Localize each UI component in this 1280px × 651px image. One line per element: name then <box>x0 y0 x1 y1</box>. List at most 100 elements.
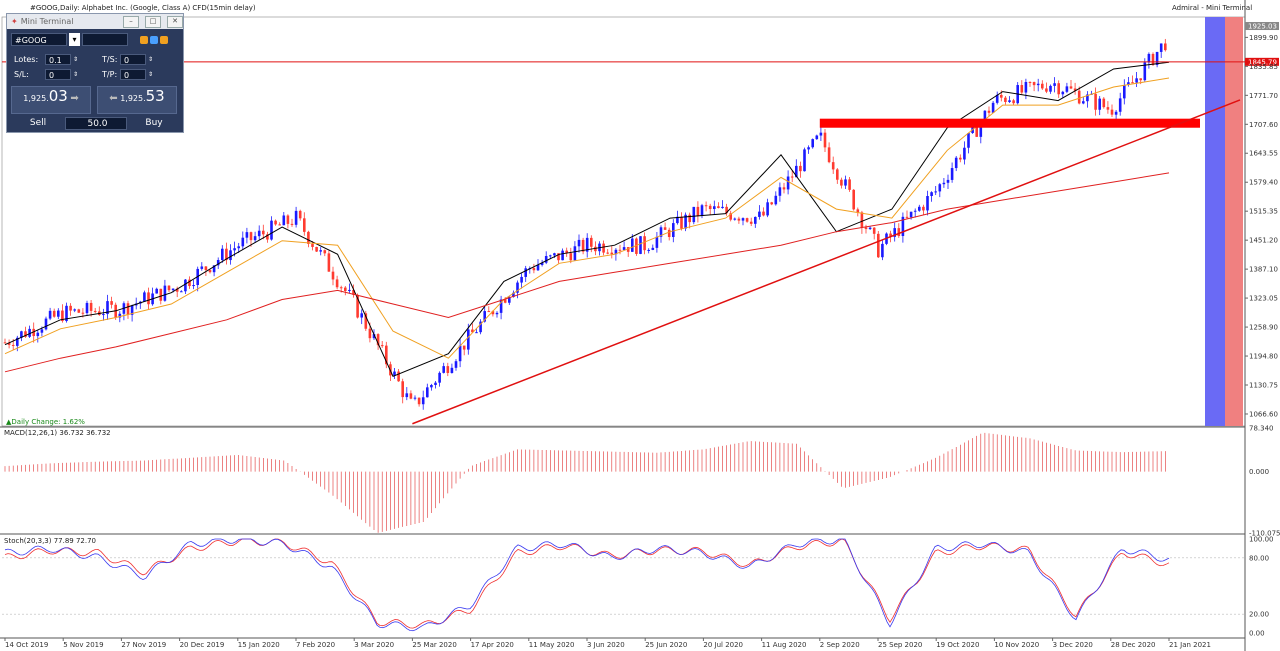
stoch-main-line <box>4 538 1170 632</box>
candle-body <box>221 248 224 261</box>
candle-body <box>659 227 663 237</box>
resistance-zone <box>819 118 1200 128</box>
mini-terminal[interactable]: ✦ Mini Terminal – □ ✕ #GOOG ▾ Lotes: 0.1… <box>6 13 184 133</box>
candle-body <box>467 329 470 350</box>
date-tick-label: 11 May 2020 <box>529 641 575 649</box>
candle-body <box>540 262 544 265</box>
current-price-tag <box>1245 22 1279 31</box>
lots-input[interactable]: 0.1 <box>45 54 71 65</box>
tp-stepper-icon[interactable]: ⇕ <box>148 71 154 78</box>
lots-stepper-icon[interactable]: ⇕ <box>73 56 79 63</box>
buy-button[interactable]: Buy <box>145 118 163 128</box>
candle-body <box>1032 82 1036 86</box>
tool-icon-1[interactable] <box>140 35 148 44</box>
candle-body <box>512 292 515 297</box>
candle-body <box>585 237 589 252</box>
candle-body <box>655 236 659 248</box>
candle-body <box>294 210 298 225</box>
candle-body <box>975 125 978 137</box>
candle-body <box>950 168 954 180</box>
date-tick-label: 20 Jul 2020 <box>703 641 743 649</box>
candle-body <box>762 211 765 216</box>
candle-body <box>69 305 72 311</box>
candle-body <box>635 238 638 254</box>
candle-body <box>1102 98 1106 108</box>
candle-body <box>741 218 745 221</box>
date-tick-label: 21 Jan 2021 <box>1169 641 1211 649</box>
tool-icon-2[interactable] <box>150 35 158 44</box>
volume-input[interactable]: 50.0 <box>65 117 127 130</box>
candle-body <box>475 332 478 334</box>
candle-body <box>1139 78 1142 81</box>
candle-body <box>684 214 687 229</box>
candle-body <box>754 216 757 224</box>
symbol-dropdown-icon[interactable]: ▾ <box>69 33 80 46</box>
candle-body <box>253 236 257 241</box>
ts-input[interactable]: 0 <box>120 54 147 65</box>
candle-body <box>192 285 195 287</box>
candle-body <box>311 243 314 247</box>
candle-body <box>454 361 458 368</box>
candle-body <box>569 253 573 261</box>
candle-body <box>626 247 630 252</box>
candle-body <box>786 176 790 190</box>
candle-body <box>692 206 696 223</box>
candle-body <box>618 249 622 251</box>
candle-body <box>1118 98 1122 112</box>
minimize-icon[interactable]: – <box>123 15 139 28</box>
candle-body <box>848 179 851 190</box>
price-tick-label: 1194.80 <box>1249 353 1278 361</box>
mini-terminal-titlebar[interactable]: ✦ Mini Terminal – □ ✕ <box>7 14 183 29</box>
candle-body <box>938 184 942 192</box>
candle-body <box>544 256 548 263</box>
candle-body <box>602 243 605 253</box>
candle-body <box>430 384 433 388</box>
macd-axis-label: 0.000 <box>1249 468 1269 476</box>
candle-body <box>278 224 281 226</box>
sell-price-box[interactable]: 1,925.03 ➡ <box>11 86 91 114</box>
tool-icon-3[interactable] <box>160 35 168 44</box>
candle-body <box>749 221 753 224</box>
candle-body <box>725 206 728 214</box>
candle-body <box>840 179 843 186</box>
candle-body <box>667 229 671 238</box>
date-tick-label: 5 Nov 2019 <box>63 641 103 649</box>
buy-price-box[interactable]: ⬅ 1,925.53 <box>97 86 177 114</box>
candle-body <box>516 282 519 293</box>
candle-body <box>110 301 113 305</box>
candle-body <box>147 292 150 305</box>
candle-body <box>327 253 331 272</box>
candle-body <box>573 246 577 261</box>
candle-body <box>1028 81 1032 83</box>
candle-body <box>1094 93 1097 110</box>
candle-body <box>909 211 913 218</box>
candle-body <box>557 253 560 261</box>
stoch-axis-label: 0.00 <box>1249 630 1265 638</box>
candle-body <box>1155 51 1159 65</box>
candle-body <box>897 228 901 237</box>
close-icon[interactable]: ✕ <box>167 15 183 28</box>
candle-body <box>610 252 614 255</box>
ts-stepper-icon[interactable]: ⇕ <box>148 56 154 63</box>
candle-body <box>930 192 933 197</box>
date-tick-label: 17 Apr 2020 <box>471 641 514 649</box>
sell-button[interactable]: Sell <box>29 118 47 128</box>
candle-body <box>89 302 93 311</box>
mini-terminal-title: Mini Terminal <box>20 17 74 26</box>
candle-body <box>290 223 294 225</box>
candle-body <box>815 135 819 140</box>
symbol-field[interactable]: #GOOG <box>11 33 67 46</box>
candle-body <box>967 133 970 148</box>
candle-body <box>721 206 724 209</box>
candle-body <box>1020 85 1024 93</box>
candle-body <box>946 179 950 183</box>
candle-body <box>61 310 64 322</box>
tp-input[interactable]: 0 <box>120 69 147 80</box>
sl-input[interactable]: 0 <box>45 69 71 80</box>
price-tick-label: 1258.90 <box>1249 324 1278 332</box>
restore-icon[interactable]: □ <box>145 15 161 28</box>
sl-stepper-icon[interactable]: ⇕ <box>73 71 79 78</box>
sell-price-big: 03 <box>48 87 68 105</box>
date-tick-label: 11 Aug 2020 <box>762 641 807 649</box>
